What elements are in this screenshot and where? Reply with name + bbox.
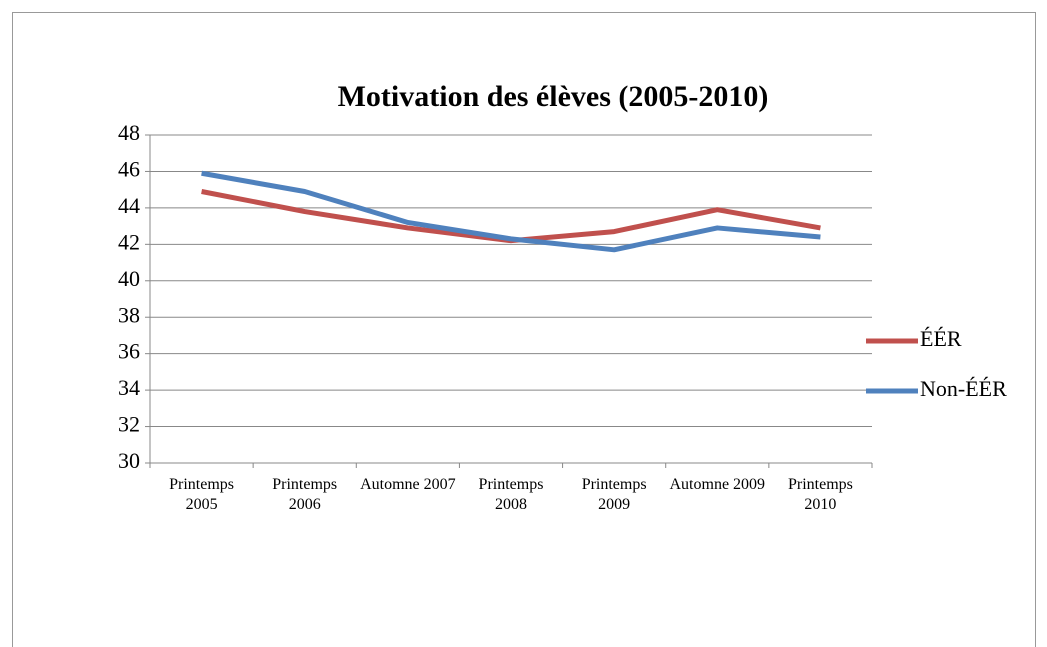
- y-tick-label: 32: [118, 412, 140, 437]
- x-tick-label: Automne 2009: [669, 476, 766, 493]
- series-line: [201, 170, 821, 253]
- x-tick-label: Printemps 2005: [169, 476, 234, 513]
- y-tick-label: 40: [118, 266, 140, 291]
- x-tick-label: Printemps 2010: [787, 476, 853, 513]
- series-line: [201, 189, 821, 244]
- chart-frame: [12, 12, 1036, 647]
- y-tick-label: 42: [118, 229, 140, 254]
- x-tick-label: Automne 2007: [360, 476, 456, 493]
- y-tick-label: 34: [118, 375, 140, 400]
- x-tick-label: Printemps 2008: [478, 476, 544, 513]
- y-tick-label: 48: [118, 120, 140, 145]
- legend-label: ÉÉR: [920, 326, 962, 351]
- y-tick-label: 30: [118, 448, 140, 473]
- legend-label: Non-ÉÉR: [920, 376, 1007, 401]
- x-tick-label: Printemps 2006: [272, 476, 338, 513]
- y-tick-label: 36: [118, 339, 140, 364]
- chart-title: Motivation des élèves (2005-2010): [338, 80, 769, 113]
- x-tick-label: Printemps 2009: [581, 476, 647, 513]
- y-tick-label: 46: [118, 156, 140, 181]
- y-tick-label: 44: [118, 193, 140, 218]
- y-tick-label: 38: [118, 302, 140, 327]
